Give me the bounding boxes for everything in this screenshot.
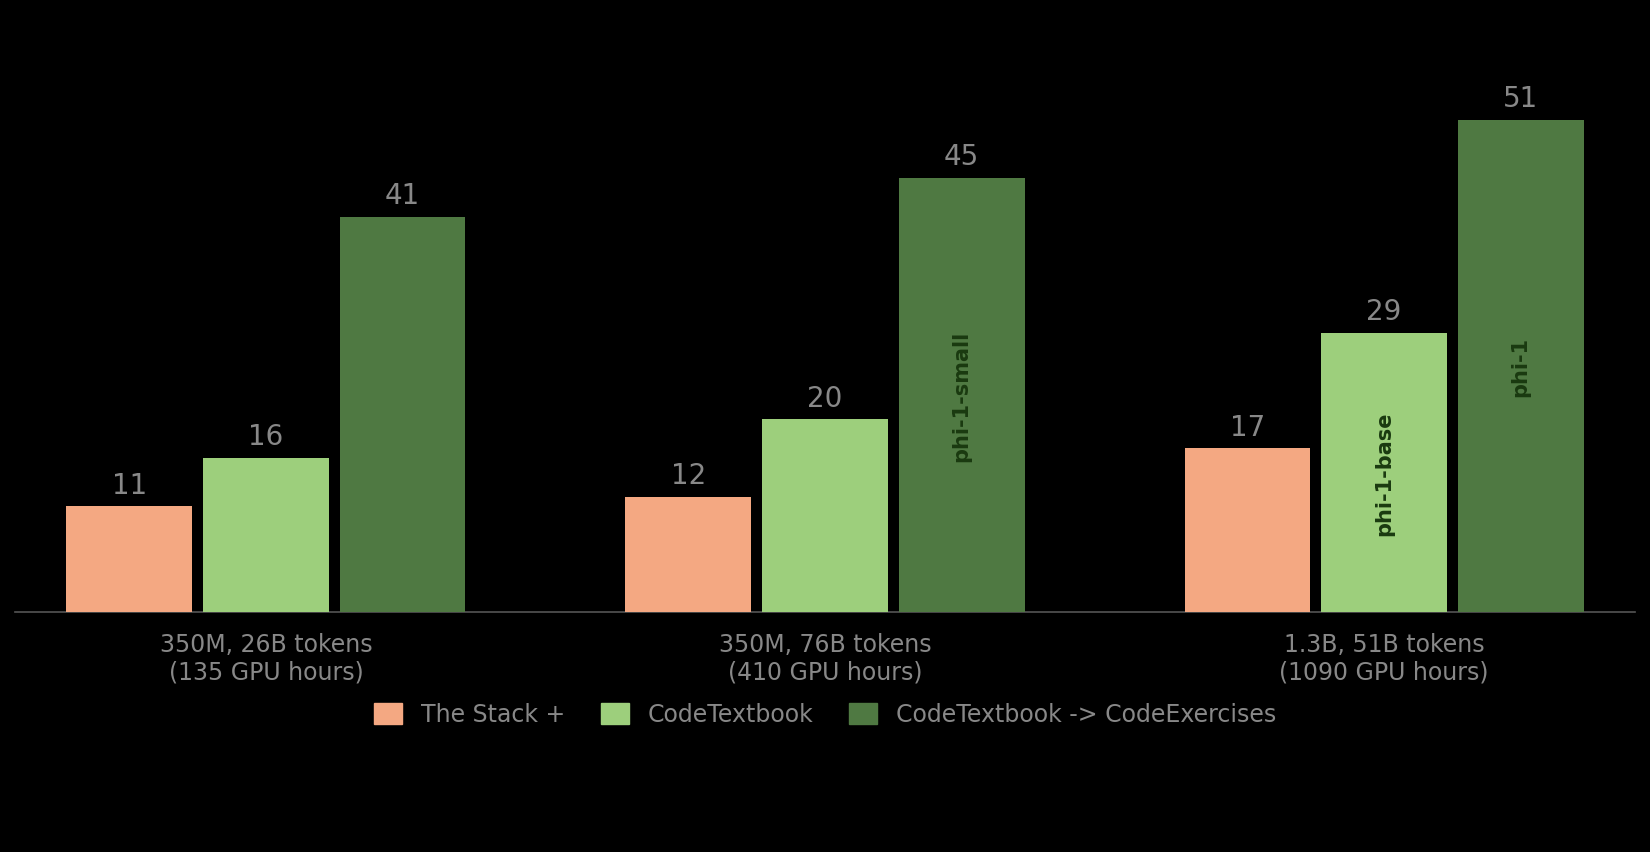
Text: 29: 29 [1366,297,1402,325]
Bar [899,179,1025,613]
Bar [340,217,465,613]
Text: 17: 17 [1229,413,1266,441]
Bar [1185,449,1310,613]
Bar [1459,121,1584,613]
Text: phi-1-small: phi-1-small [952,331,972,461]
Bar [625,497,751,613]
Text: 45: 45 [944,143,980,171]
Bar [762,420,888,613]
Text: 20: 20 [807,384,843,412]
Legend: The Stack +, CodeTextbook, CodeTextbook -> CodeExercises: The Stack +, CodeTextbook, CodeTextbook … [361,691,1289,739]
Text: phi-1: phi-1 [1511,337,1531,397]
Bar [66,507,191,613]
Text: 16: 16 [249,423,284,451]
Bar [203,458,328,613]
Text: 41: 41 [384,181,421,210]
Text: 11: 11 [112,471,147,499]
Text: 51: 51 [1503,85,1538,113]
Bar [1322,333,1447,613]
Text: phi-1-base: phi-1-base [1374,411,1394,535]
Text: 12: 12 [670,461,706,489]
